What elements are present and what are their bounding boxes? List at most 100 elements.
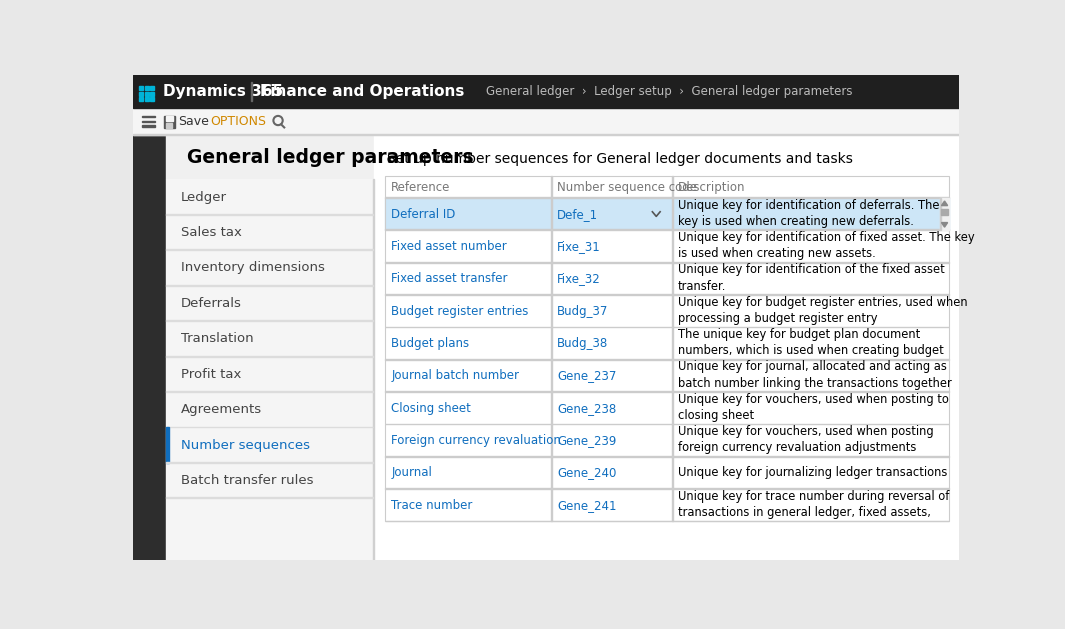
Text: Description: Description [678, 181, 745, 194]
Text: Trace number: Trace number [391, 499, 473, 511]
Bar [386, 391, 949, 392]
Bar [166, 320, 374, 321]
Bar [166, 214, 374, 215]
Polygon shape [941, 201, 948, 206]
Bar [145, 97, 149, 101]
Bar [150, 92, 154, 96]
Bar [386, 198, 949, 230]
Text: Ledger: Ledger [181, 191, 227, 204]
Polygon shape [941, 223, 948, 227]
Bar [164, 116, 175, 128]
Bar [386, 488, 949, 489]
Text: Unique key for budget register entries, used when
processing a budget register e: Unique key for budget register entries, … [678, 296, 968, 325]
Bar [166, 462, 374, 463]
Text: Fixed asset transfer: Fixed asset transfer [391, 272, 508, 286]
Bar [150, 86, 154, 90]
Bar [386, 392, 949, 425]
Text: Unique key for journal, allocated and acting as
batch number linking the transac: Unique key for journal, allocated and ac… [678, 360, 952, 390]
Text: Inventory dimensions: Inventory dimensions [181, 262, 325, 274]
Text: Batch transfer rules: Batch transfer rules [181, 474, 314, 487]
Bar [133, 108, 958, 135]
Text: General ledger parameters: General ledger parameters [187, 148, 474, 167]
Bar [140, 97, 143, 101]
Bar [166, 179, 374, 560]
Text: Deferrals: Deferrals [181, 297, 242, 310]
Text: The unique key for budget plan document
numbers, which is used when creating bud: The unique key for budget plan document … [678, 328, 944, 357]
Bar [166, 135, 958, 179]
Text: Gene_237: Gene_237 [557, 369, 617, 382]
Text: Budg_38: Budg_38 [557, 337, 608, 350]
Text: Journal: Journal [391, 466, 432, 479]
Bar [133, 134, 958, 135]
Text: Number sequence code: Number sequence code [557, 181, 698, 194]
Bar [143, 116, 154, 118]
Bar [133, 75, 958, 108]
Bar [386, 295, 949, 327]
Text: Dynamics 365: Dynamics 365 [163, 84, 282, 99]
Text: Save: Save [178, 115, 209, 128]
Bar [140, 86, 143, 90]
Text: Gene_241: Gene_241 [557, 499, 617, 511]
Text: Reference: Reference [391, 181, 450, 194]
Bar [145, 92, 149, 96]
Bar [143, 121, 154, 122]
Text: OPTIONS: OPTIONS [211, 115, 266, 128]
Bar [386, 176, 949, 198]
Text: Budg_37: Budg_37 [557, 304, 608, 318]
Text: Defe_1: Defe_1 [557, 208, 599, 221]
Bar [386, 262, 949, 295]
Bar [386, 425, 949, 457]
Text: Finance and Operations: Finance and Operations [260, 84, 464, 99]
Bar [940, 209, 949, 215]
Text: Gene_239: Gene_239 [557, 434, 617, 447]
Bar [166, 356, 374, 357]
Bar [166, 427, 168, 463]
Text: Agreements: Agreements [181, 403, 262, 416]
Text: Budget register entries: Budget register entries [391, 304, 528, 318]
Bar [374, 135, 958, 560]
Text: Unique key for vouchers, used when posting
foreign currency revaluation adjustme: Unique key for vouchers, used when posti… [678, 425, 934, 454]
Text: Deferral ID: Deferral ID [391, 208, 456, 221]
Text: Set up number sequences for General ledger documents and tasks: Set up number sequences for General ledg… [387, 152, 852, 167]
Bar [166, 123, 171, 128]
Bar [166, 116, 174, 121]
Bar [133, 135, 166, 560]
Text: Sales tax: Sales tax [181, 226, 242, 239]
Bar [386, 176, 949, 521]
Text: Unique key for identification of the fixed asset
transfer.: Unique key for identification of the fix… [678, 264, 945, 292]
Text: Unique key for trace number during reversal of
transactions in general ledger, f: Unique key for trace number during rever… [678, 489, 949, 519]
Bar [386, 230, 949, 262]
Bar [386, 359, 949, 360]
Bar [940, 198, 949, 230]
Bar [386, 456, 949, 457]
Bar [166, 426, 374, 427]
Bar [143, 125, 154, 126]
Bar [386, 327, 949, 360]
Text: Number sequences: Number sequences [181, 438, 310, 452]
Text: Gene_240: Gene_240 [557, 466, 617, 479]
Text: Unique key for journalizing ledger transactions: Unique key for journalizing ledger trans… [678, 465, 948, 479]
Bar [386, 360, 949, 392]
Text: Unique key for vouchers, used when posting to
closing sheet: Unique key for vouchers, used when posti… [678, 392, 949, 422]
Bar [386, 457, 949, 489]
Bar [386, 294, 949, 295]
Text: Translation: Translation [181, 332, 253, 345]
Text: Fixe_32: Fixe_32 [557, 272, 601, 286]
Bar [150, 97, 154, 101]
Text: Gene_238: Gene_238 [557, 402, 617, 415]
Text: Closing sheet: Closing sheet [391, 402, 471, 415]
Bar [166, 135, 958, 560]
Bar [386, 489, 949, 521]
Bar [166, 285, 374, 286]
Text: Fixed asset number: Fixed asset number [391, 240, 507, 253]
Text: General ledger  ›  Ledger setup  ›  General ledger parameters: General ledger › Ledger setup › General … [486, 85, 852, 98]
Bar [140, 92, 143, 96]
Text: Unique key for identification of fixed asset. The key
is used when creating new : Unique key for identification of fixed a… [678, 231, 974, 260]
Bar [386, 423, 949, 425]
Text: Foreign currency revaluation: Foreign currency revaluation [391, 434, 561, 447]
Bar [166, 391, 374, 392]
Text: Unique key for identification of deferrals. The
key is used when creating new de: Unique key for identification of deferra… [678, 199, 939, 228]
Bar [145, 86, 149, 90]
Bar [386, 197, 949, 198]
Text: Budget plans: Budget plans [391, 337, 470, 350]
